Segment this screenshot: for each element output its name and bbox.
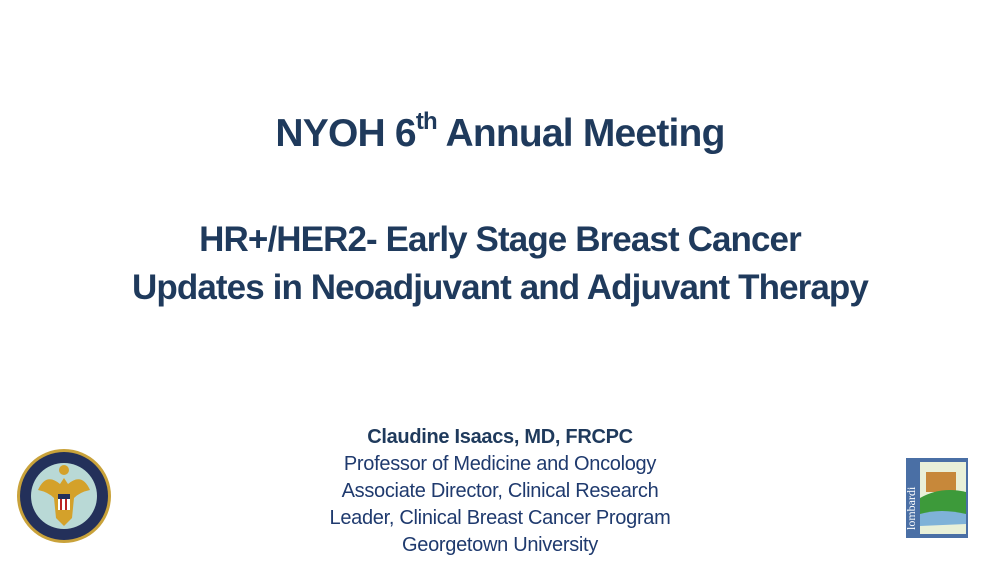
author-role: Associate Director, Clinical Research [341,480,659,502]
subtitle-line-2: Updates in Neoadjuvant and Adjuvant Ther… [132,268,869,307]
author-role: Leader, Clinical Breast Cancer Program [329,507,671,529]
author-title: Professor of Medicine and Oncology [343,453,657,475]
author-affiliation: Georgetown University [401,534,598,556]
svg-text:lombardi: lombardi [906,486,918,530]
subtitle-line-1: HR+/HER2- Early Stage Breast Cancer [199,220,802,259]
title-text: NYOH 6 [275,112,416,155]
slide-title: NYOH 6th Annual Meeting [0,108,1000,156]
title-text-rest: Annual Meeting [436,112,725,155]
lombardi-logo: lombardi [906,458,968,538]
title-superscript: th [415,108,438,135]
author-block: Claudine Isaacs, MD, FRCPC Professor of … [0,424,1000,559]
author-name: Claudine Isaacs, MD, FRCPC [367,426,633,448]
georgetown-seal-logo [17,449,111,543]
